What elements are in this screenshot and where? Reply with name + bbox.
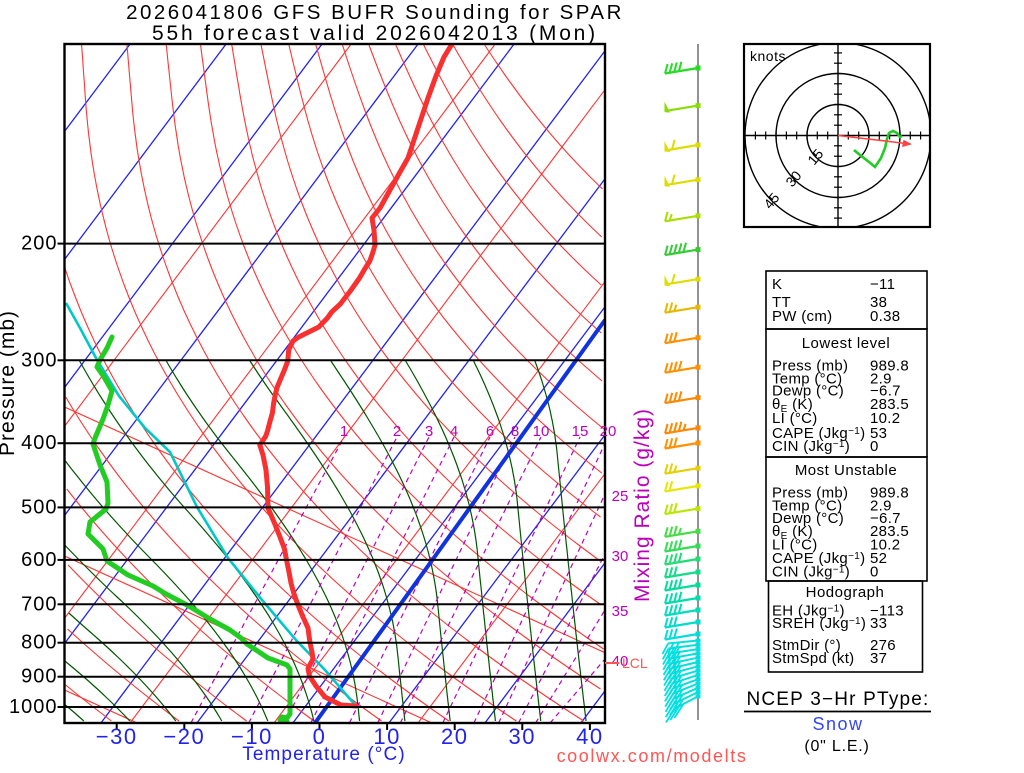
svg-text:Press (mb): Press (mb) — [772, 484, 848, 501]
svg-text:CAPE (Jkg−1): CAPE (Jkg−1) — [772, 550, 865, 567]
svg-text:2.9: 2.9 — [870, 370, 892, 387]
svg-text:38: 38 — [870, 294, 887, 311]
svg-text:55h forecast valid 2026042013: 55h forecast valid 2026042013 (Mon) — [152, 22, 598, 45]
svg-text:0.38: 0.38 — [870, 308, 900, 325]
svg-text:35: 35 — [612, 603, 629, 620]
svg-text:20: 20 — [600, 423, 617, 440]
svg-text:PW (cm): PW (cm) — [772, 308, 832, 325]
svg-text:25: 25 — [612, 488, 629, 505]
svg-text:CIN (Jkg−1): CIN (Jkg−1) — [772, 438, 850, 455]
svg-text:θE (K): θE (K) — [772, 523, 813, 542]
svg-text:knots: knots — [750, 48, 786, 64]
svg-text:K: K — [772, 276, 782, 293]
svg-text:−6.7: −6.7 — [870, 510, 901, 527]
svg-text:Temp (°C): Temp (°C) — [772, 497, 842, 514]
svg-text:40: 40 — [576, 724, 603, 749]
svg-text:276: 276 — [870, 637, 896, 654]
svg-text:3: 3 — [425, 423, 433, 440]
svg-text:StmSpd (kt): StmSpd (kt) — [772, 650, 854, 667]
svg-text:500: 500 — [21, 496, 57, 518]
svg-text:2026041806 GFS BUFR Sounding f: 2026041806 GFS BUFR Sounding for SPAR — [126, 1, 624, 24]
svg-text:30: 30 — [509, 724, 536, 749]
svg-text:CIN (Jkg−1): CIN (Jkg−1) — [772, 564, 850, 581]
svg-text:−11: −11 — [870, 276, 895, 293]
svg-text:θE (K): θE (K) — [772, 396, 813, 415]
svg-text:0: 0 — [870, 438, 879, 455]
svg-text:700: 700 — [21, 593, 57, 615]
svg-text:989.8: 989.8 — [870, 484, 909, 501]
svg-text:10: 10 — [373, 724, 400, 749]
svg-text:Snow: Snow — [812, 714, 863, 734]
svg-text:StmDir (°): StmDir (°) — [772, 637, 841, 654]
svg-text:8: 8 — [511, 423, 519, 440]
svg-text:53: 53 — [870, 425, 887, 442]
svg-text:SREH (Jkg−1): SREH (Jkg−1) — [772, 615, 866, 632]
svg-text:4: 4 — [450, 423, 458, 440]
svg-text:0: 0 — [870, 564, 879, 581]
svg-text:300: 300 — [21, 349, 57, 371]
svg-text:1000: 1000 — [9, 696, 58, 718]
svg-text:283.5: 283.5 — [870, 523, 909, 540]
svg-text:0: 0 — [313, 724, 327, 749]
svg-text:10.2: 10.2 — [870, 410, 900, 427]
svg-text:LI (°C): LI (°C) — [772, 536, 818, 553]
svg-text:LCL: LCL — [622, 655, 648, 671]
svg-text:30: 30 — [612, 548, 629, 565]
svg-text:15: 15 — [572, 423, 589, 440]
svg-text:Dewp (°C): Dewp (°C) — [772, 510, 844, 527]
svg-text:−10: −10 — [231, 724, 273, 749]
svg-text:−113: −113 — [870, 603, 904, 620]
svg-text:200: 200 — [21, 233, 57, 255]
svg-text:Hodograph: Hodograph — [806, 584, 885, 601]
svg-text:20: 20 — [441, 724, 468, 749]
svg-text:TT: TT — [772, 294, 791, 311]
svg-text:400: 400 — [21, 432, 57, 454]
svg-text:900: 900 — [21, 666, 57, 688]
svg-text:Dewp (°C): Dewp (°C) — [772, 383, 844, 400]
svg-text:Most Unstable: Most Unstable — [795, 462, 897, 479]
svg-text:coolwx.com/modelts: coolwx.com/modelts — [557, 746, 748, 766]
svg-text:52: 52 — [870, 550, 887, 567]
svg-text:Lowest level: Lowest level — [802, 335, 891, 352]
svg-text:EH (Jkg−1): EH (Jkg−1) — [772, 603, 845, 620]
svg-text:Mixing Ratio (g/kg): Mixing Ratio (g/kg) — [631, 408, 654, 602]
svg-text:CAPE (Jkg−1): CAPE (Jkg−1) — [772, 425, 865, 442]
svg-text:−6.7: −6.7 — [870, 383, 901, 400]
svg-text:NCEP 3−Hr PType:: NCEP 3−Hr PType: — [746, 689, 929, 710]
svg-text:10.2: 10.2 — [870, 536, 900, 553]
svg-text:Pressure (mb): Pressure (mb) — [0, 310, 19, 456]
svg-text:(0" L.E.): (0" L.E.) — [804, 738, 869, 755]
svg-text:Press (mb): Press (mb) — [772, 358, 848, 375]
svg-text:2.9: 2.9 — [870, 497, 892, 514]
svg-text:283.5: 283.5 — [870, 396, 909, 413]
svg-text:1: 1 — [340, 423, 348, 440]
svg-text:2: 2 — [393, 423, 401, 440]
svg-text:Temperature (°C): Temperature (°C) — [242, 744, 406, 765]
svg-text:37: 37 — [870, 650, 887, 667]
svg-text:33: 33 — [870, 615, 887, 632]
svg-text:989.8: 989.8 — [870, 358, 909, 375]
svg-text:800: 800 — [21, 632, 57, 654]
svg-text:6: 6 — [486, 423, 494, 440]
svg-text:LI (°C): LI (°C) — [772, 410, 818, 427]
svg-text:600: 600 — [21, 549, 57, 571]
svg-text:−20: −20 — [163, 724, 205, 749]
svg-text:10: 10 — [533, 423, 550, 440]
svg-text:40: 40 — [612, 653, 629, 670]
svg-text:Temp (°C): Temp (°C) — [772, 370, 842, 387]
svg-text:−30: −30 — [96, 724, 138, 749]
